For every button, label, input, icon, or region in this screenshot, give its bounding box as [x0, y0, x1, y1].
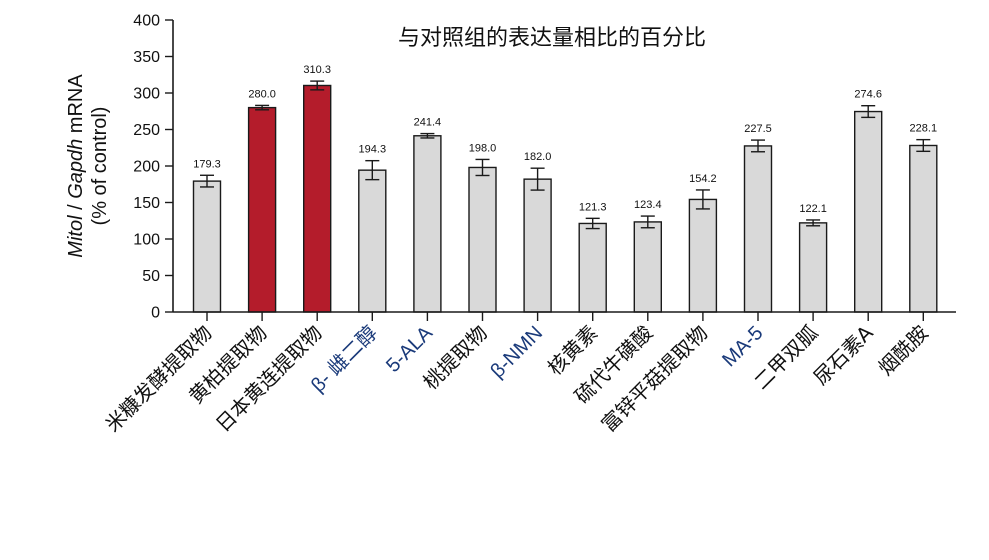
- bar-group: 179.3: [192, 158, 222, 313]
- value-label: 182.0: [524, 151, 552, 163]
- bar-group: 241.4: [413, 117, 442, 313]
- bar: [413, 135, 442, 313]
- bar: [578, 222, 607, 313]
- x-category-label: β-NMN: [487, 322, 548, 383]
- bar: [633, 221, 662, 313]
- bar-group: 228.1: [909, 123, 938, 313]
- bar-group: 227.5: [743, 123, 773, 313]
- value-label: 227.5: [744, 123, 772, 135]
- y-tick-label: 400: [133, 13, 160, 30]
- value-label: 179.3: [193, 158, 221, 170]
- bar: [854, 110, 883, 313]
- bar-group: 154.2: [688, 173, 718, 313]
- value-label: 241.4: [414, 117, 442, 129]
- bar-group: 310.3: [303, 64, 332, 313]
- y-tick-label: 50: [142, 268, 160, 285]
- y-tick-label: 150: [133, 195, 160, 212]
- bar: [192, 180, 222, 313]
- bar: [743, 145, 773, 313]
- bar-group: 121.3: [578, 201, 607, 313]
- y-axis-label-line2: (% of control): [89, 107, 111, 226]
- bar-group: 274.6: [854, 89, 883, 313]
- y-tick-label: 0: [151, 305, 160, 322]
- value-label: 154.2: [689, 173, 717, 185]
- bar: [909, 144, 938, 313]
- x-category-label: MA-5: [718, 322, 767, 371]
- bar-group: 182.0: [523, 151, 552, 313]
- x-category-label: 烟酰胺: [873, 321, 932, 380]
- y-tick-label: 350: [133, 49, 160, 66]
- y-tick-label: 300: [133, 86, 160, 103]
- bar-group: 198.0: [468, 142, 497, 313]
- value-label: 123.4: [634, 199, 662, 211]
- bar-group: 122.1: [798, 203, 828, 313]
- value-label: 310.3: [303, 64, 331, 76]
- bar: [798, 222, 828, 313]
- value-label: 274.6: [854, 89, 882, 101]
- y-axis-label-line1: Mitol / Gapdh mRNA: [65, 74, 87, 258]
- bar: [358, 169, 387, 313]
- bars: 179.3 280.0 310.3 194.3 241.4 198.0 182.0 121.3…: [192, 64, 938, 313]
- chart-title: 与对照组的表达量相比的百分比: [398, 26, 706, 51]
- value-label: 122.1: [799, 203, 827, 215]
- bar-group: 194.3: [358, 144, 387, 313]
- x-category-label: 尿石素A: [809, 320, 878, 389]
- bar: [468, 166, 497, 313]
- y-tick-label: 200: [133, 159, 160, 176]
- value-label: 280.0: [248, 88, 276, 100]
- y-axis: 0 50 100 150 200 250 300 350 400: [133, 13, 174, 322]
- bar: [523, 178, 552, 313]
- bar-group: 280.0: [247, 88, 277, 313]
- value-label: 194.3: [359, 144, 387, 156]
- y-tick-label: 250: [133, 122, 160, 139]
- value-label: 228.1: [910, 123, 938, 135]
- bar-group: 123.4: [633, 199, 662, 313]
- value-label: 121.3: [579, 201, 607, 213]
- y-tick-label: 100: [133, 232, 160, 249]
- bar: [688, 198, 718, 313]
- bar: [303, 84, 332, 313]
- y-axis-label: Mitol / Gapdh mRNA (% of control): [65, 74, 111, 258]
- value-label: 198.0: [469, 142, 497, 154]
- bar: [247, 106, 277, 313]
